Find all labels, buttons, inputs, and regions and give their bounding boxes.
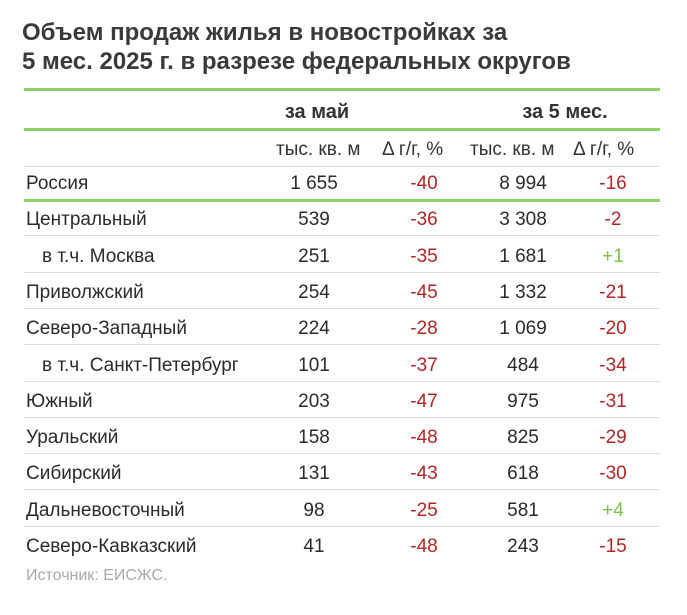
row-divider <box>24 308 660 309</box>
cell-5m-delta: -2 <box>604 209 622 230</box>
cell-5m-delta: -29 <box>599 427 627 448</box>
total-row-divider <box>24 199 660 202</box>
row-label: Центральный <box>26 209 147 230</box>
cell-may-delta: -37 <box>410 355 438 376</box>
cell-may-value: 41 <box>303 536 325 557</box>
row-label: в т.ч. Москва <box>42 246 155 267</box>
cell-5m-delta: +1 <box>602 246 624 267</box>
cell-5m-value: 8 994 <box>499 173 547 194</box>
cell-5m-value: 581 <box>507 500 539 521</box>
source-note: Источник: ЕИСЖС. <box>26 567 168 584</box>
cell-5m-value: 1 069 <box>499 318 547 339</box>
title-line-2: 5 мес. 2025 г. в разрезе федеральных окр… <box>22 48 571 75</box>
row-label: Россия <box>26 173 89 194</box>
row-label: Южный <box>26 391 93 412</box>
row-divider <box>24 272 660 273</box>
cell-5m-delta: -31 <box>599 391 627 412</box>
cell-may-value: 224 <box>298 318 330 339</box>
cell-may-value: 254 <box>298 282 330 303</box>
cell-5m-value: 618 <box>507 463 539 484</box>
cell-may-value: 251 <box>298 246 330 267</box>
cell-may-delta: -28 <box>410 318 438 339</box>
row-label: Дальневосточный <box>26 500 185 521</box>
cell-may-delta: -25 <box>410 500 438 521</box>
cell-5m-delta: +4 <box>602 500 624 521</box>
top-divider <box>24 88 660 91</box>
cell-5m-value: 1 332 <box>499 282 547 303</box>
cell-5m-delta: -16 <box>599 173 627 194</box>
row-divider <box>24 235 660 236</box>
row-divider <box>24 417 660 418</box>
row-divider <box>24 453 660 454</box>
header-divider <box>24 166 660 167</box>
cell-5m-value: 975 <box>507 391 539 412</box>
cell-may-delta: -47 <box>410 391 438 412</box>
cell-5m-value: 484 <box>507 355 539 376</box>
group-header-may: за май <box>284 101 350 123</box>
row-label: в т.ч. Санкт-Петербург <box>42 355 239 376</box>
unit-header-5m-delta: Δ г/г, % <box>573 139 635 160</box>
cell-5m-value: 243 <box>507 536 539 557</box>
cell-5m-value: 3 308 <box>499 209 547 230</box>
row-label: Сибирский <box>26 463 122 484</box>
row-label: Уральский <box>26 427 119 448</box>
row-divider <box>24 381 660 382</box>
unit-header-may-delta: Δ г/г, % <box>382 139 444 160</box>
cell-may-value: 158 <box>298 427 330 448</box>
cell-5m-delta: -34 <box>599 355 627 376</box>
row-label: Северо-Кавказский <box>26 536 197 557</box>
cell-may-delta: -48 <box>410 536 438 557</box>
cell-may-delta: -48 <box>410 427 438 448</box>
cell-may-value: 98 <box>303 500 325 521</box>
cell-may-value: 203 <box>298 391 330 412</box>
cell-5m-value: 825 <box>507 427 539 448</box>
page-title: Объем продаж жилья в новостройках за 5 м… <box>22 18 662 76</box>
row-divider <box>24 489 660 490</box>
row-divider <box>24 526 660 527</box>
cell-may-value: 131 <box>298 463 330 484</box>
cell-may-delta: -35 <box>410 246 438 267</box>
cell-5m-delta: -21 <box>599 282 627 303</box>
unit-header-may-value: тыс. кв. м <box>276 139 361 160</box>
title-line-1: Объем продаж жилья в новостройках за <box>22 19 508 46</box>
cell-5m-delta: -30 <box>599 463 627 484</box>
cell-may-value: 101 <box>298 355 330 376</box>
cell-may-value: 1 655 <box>290 173 338 194</box>
row-divider <box>24 344 660 345</box>
cell-may-delta: -43 <box>410 463 438 484</box>
cell-may-delta: -40 <box>410 173 438 194</box>
cell-may-delta: -36 <box>410 209 438 230</box>
cell-5m-value: 1 681 <box>499 246 547 267</box>
group-header-5m: за 5 мес. <box>522 101 608 123</box>
cell-5m-delta: -20 <box>599 318 627 339</box>
row-label: Приволжский <box>26 282 144 303</box>
group-divider <box>24 128 660 131</box>
cell-5m-delta: -15 <box>599 536 627 557</box>
cell-may-delta: -45 <box>410 282 438 303</box>
unit-header-5m-value: тыс. кв. м <box>470 139 555 160</box>
row-label: Северо-Западный <box>26 318 187 339</box>
cell-may-value: 539 <box>298 209 330 230</box>
